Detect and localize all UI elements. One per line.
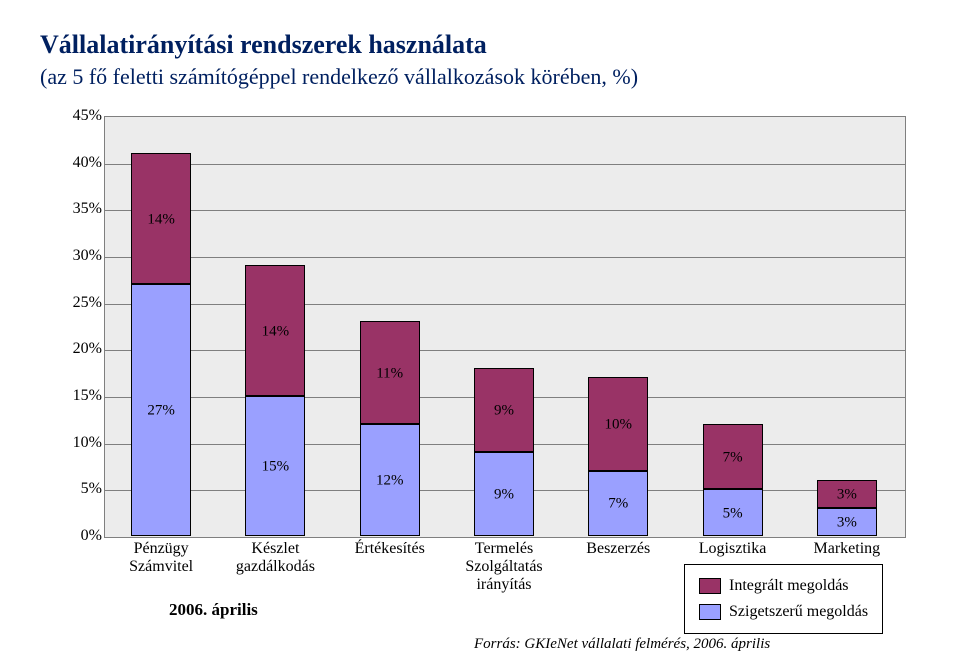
legend-swatch <box>699 604 721 620</box>
bar-value-label: 27% <box>132 403 190 420</box>
x-axis-tick-line: Számvitel <box>104 558 218 576</box>
x-axis-tick-line: gazdálkodás <box>218 558 332 576</box>
y-axis-tick: 5% <box>54 480 102 498</box>
x-axis-tick: Készletgazdálkodás <box>218 540 332 576</box>
bar-value-label: 11% <box>361 365 419 382</box>
y-axis-tick: 15% <box>54 387 102 405</box>
bar-segment-lower: 7% <box>588 471 648 536</box>
bar-segment-lower: 9% <box>474 452 534 536</box>
x-axis-tick-line: Marketing <box>790 540 904 558</box>
bar-segment-lower: 12% <box>360 424 420 536</box>
bar-segment-upper: 3% <box>817 480 877 508</box>
bar-segment-lower: 15% <box>245 396 305 536</box>
legend-label: Integrált megoldás <box>729 573 849 599</box>
legend-label: Szigetszerű megoldás <box>729 599 868 625</box>
page-title: Vállalatirányítási rendszerek használata <box>40 30 920 60</box>
y-axis-tick: 40% <box>54 154 102 172</box>
y-axis-tick: 10% <box>54 434 102 452</box>
bar-value-label: 5% <box>704 505 762 522</box>
bar-value-label: 7% <box>704 449 762 466</box>
bar-value-label: 9% <box>475 487 533 504</box>
bar-segment-lower: 5% <box>703 489 763 536</box>
bar-segment-upper: 11% <box>360 321 420 424</box>
bar-value-label: 3% <box>818 487 876 504</box>
y-axis-tick: 0% <box>54 527 102 545</box>
bar-segment-lower: 3% <box>817 508 877 536</box>
legend-item: Integrált megoldás <box>699 573 868 599</box>
bar-value-label: 9% <box>475 403 533 420</box>
x-axis-tick: Marketing <box>790 540 904 558</box>
bar-value-label: 3% <box>818 515 876 532</box>
x-axis-tick: Logisztika <box>675 540 789 558</box>
x-axis-tick-line: Logisztika <box>675 540 789 558</box>
bar-value-label: 14% <box>246 323 304 340</box>
chart-legend: Integrált megoldásSzigetszerű megoldás <box>684 564 883 634</box>
legend-item: Szigetszerű megoldás <box>699 599 868 625</box>
x-axis-tick: PénzügySzámvitel <box>104 540 218 576</box>
legend-swatch <box>699 578 721 594</box>
bar-segment-upper: 10% <box>588 377 648 470</box>
x-axis-tick-line: irányítás <box>447 576 561 594</box>
y-axis-tick: 45% <box>54 107 102 125</box>
page-subtitle: (az 5 fő feletti számítógéppel rendelkez… <box>40 64 920 90</box>
y-axis-tick: 20% <box>54 340 102 358</box>
bar-value-label: 10% <box>589 417 647 434</box>
source-note: Forrás: GKIeNet vállalati felmérés, 2006… <box>474 636 770 653</box>
x-axis-tick-line: Beszerzés <box>561 540 675 558</box>
x-axis-tick: Beszerzés <box>561 540 675 558</box>
bar-segment-lower: 27% <box>131 284 191 536</box>
chart: 27% 14% 15% 14% 12% 11% 9% 9% 7% 10% 5% 7% 3% 3% Inte… <box>44 116 914 636</box>
chart-bars: 27% 14% 15% 14% 12% 11% 9% 9% 7% 10% 5% 7% 3% 3% <box>104 116 904 536</box>
x-axis-tick: Értékesítés <box>333 540 447 558</box>
bar-segment-upper: 7% <box>703 424 763 489</box>
slide: Vállalatirányítási rendszerek használata… <box>0 0 960 665</box>
x-axis-tick-line: Készlet <box>218 540 332 558</box>
y-axis-tick: 25% <box>54 294 102 312</box>
bar-value-label: 14% <box>132 211 190 228</box>
y-axis-tick: 30% <box>54 247 102 265</box>
bar-segment-upper: 9% <box>474 368 534 452</box>
x-axis-tick-line: Pénzügy <box>104 540 218 558</box>
bar-value-label: 15% <box>246 459 304 476</box>
y-axis-tick: 35% <box>54 200 102 218</box>
bar-segment-upper: 14% <box>131 153 191 284</box>
x-axis-tick-line: Szolgáltatás <box>447 558 561 576</box>
bar-value-label: 7% <box>589 496 647 513</box>
x-axis-tick: TermelésSzolgáltatásirányítás <box>447 540 561 594</box>
x-axis-tick-line: Értékesítés <box>333 540 447 558</box>
bar-value-label: 12% <box>361 473 419 490</box>
date-note: 2006. április <box>169 600 258 620</box>
x-axis-tick-line: Termelés <box>447 540 561 558</box>
bar-segment-upper: 14% <box>245 265 305 396</box>
